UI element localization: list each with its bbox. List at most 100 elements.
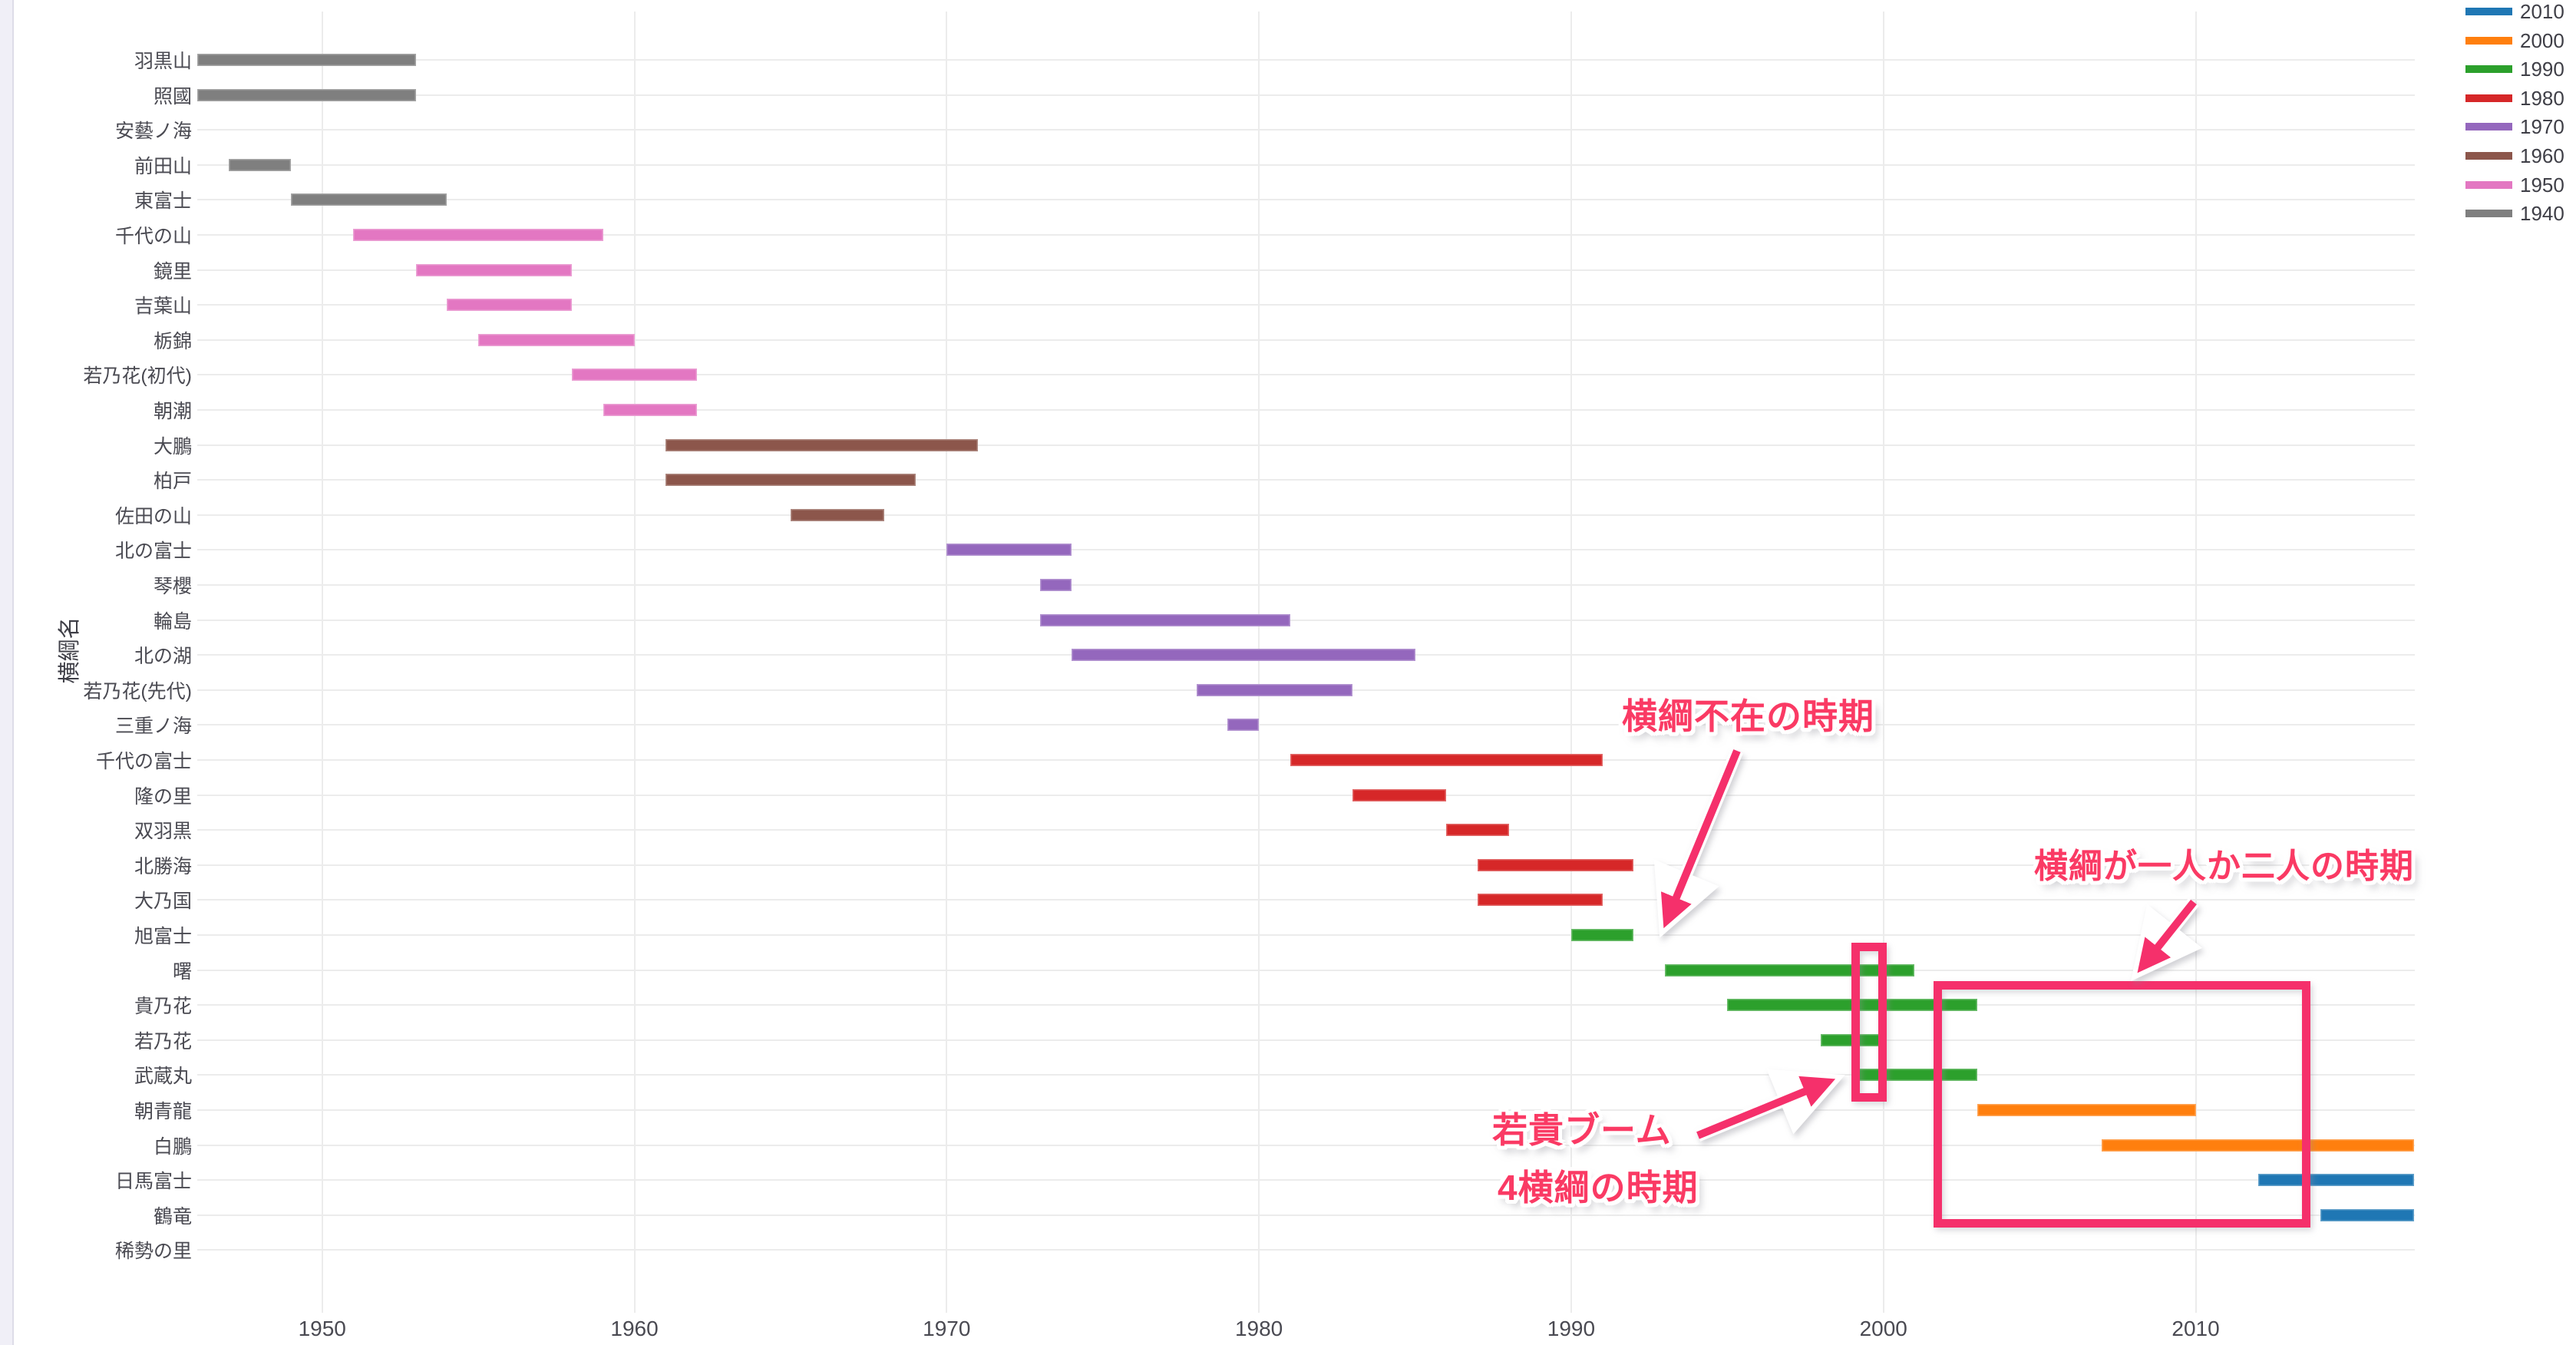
gridline-horizontal [197, 164, 2415, 166]
gridline-horizontal [197, 94, 2415, 96]
y-tick-label: 鶴竜 [153, 1205, 192, 1228]
tenure-bar [1290, 754, 1603, 766]
gridline-horizontal [197, 1179, 2415, 1181]
y-tick-label: 北の湖 [134, 646, 192, 668]
tenure-bar [1227, 719, 1260, 732]
tenure-bar [291, 193, 447, 207]
gridline-horizontal [197, 304, 2415, 306]
y-tick-label: 栃錦 [153, 330, 192, 352]
gridline-vertical [321, 12, 323, 1313]
y-tick-label: 白鵬 [153, 1135, 192, 1158]
tenure-bar [572, 368, 697, 382]
legend-swatch [2465, 36, 2512, 45]
x-tick-label: 1970 [923, 1317, 971, 1340]
gridline-vertical [1882, 12, 1884, 1313]
tenure-bar [197, 54, 416, 66]
annotation-one-or-two-yokozuna-period: 横綱が一人か二人の時期 [2034, 848, 2414, 885]
legend-label: 1970 [2520, 115, 2564, 139]
gridline-horizontal [197, 339, 2415, 341]
y-tick-label: 鏡里 [153, 260, 192, 283]
y-tick-label: 武蔵丸 [134, 1066, 192, 1088]
y-axis-title: 横綱名 [58, 616, 82, 684]
tenure-bar [353, 229, 603, 241]
gridline-horizontal [197, 899, 2415, 901]
legend-swatch [2465, 8, 2512, 15]
annotation-no-yokozuna-period: 横綱不在の時期 [1622, 696, 1874, 736]
legend-swatch [2465, 210, 2512, 218]
tenure-bar [1040, 579, 1072, 591]
tenure-bar [790, 508, 884, 521]
x-tick-label: 2000 [1859, 1317, 1907, 1340]
tenure-bar [478, 333, 635, 346]
legend-label: 1990 [2520, 58, 2564, 81]
gridline-horizontal [197, 1249, 2415, 1251]
gridline-horizontal [197, 794, 2415, 796]
x-tick-label: 2010 [2171, 1317, 2220, 1340]
y-tick-label: 朝潮 [153, 401, 192, 422]
y-tick-label: 北の富士 [114, 540, 192, 563]
tenure-bar [228, 158, 292, 171]
tenure-bar [665, 438, 978, 451]
y-tick-label: 若乃花 [134, 1030, 192, 1053]
rect-four-yokozuna-period [1851, 943, 1887, 1102]
y-tick-label: 千代の山 [114, 226, 192, 247]
legend-swatch [2465, 180, 2512, 189]
gridline-horizontal [197, 934, 2415, 936]
legend-label: 1980 [2520, 86, 2564, 110]
tenure-bar [603, 404, 697, 416]
legend-swatch [2465, 123, 2512, 131]
y-tick-label: 朝青龍 [134, 1101, 192, 1122]
tenure-bar [2102, 1138, 2414, 1152]
gridline-horizontal [197, 269, 2415, 271]
gridline-horizontal [197, 199, 2415, 201]
tenure-bar [2257, 1174, 2414, 1187]
y-tick-label: 若乃花(先代) [83, 680, 192, 702]
gridline-horizontal [197, 619, 2415, 621]
y-tick-label: 旭富士 [134, 926, 192, 947]
y-tick-label: 照國 [153, 85, 192, 107]
gridline-vertical [633, 12, 636, 1313]
tenure-bar [447, 299, 573, 312]
y-tick-label: 隆の里 [134, 785, 192, 808]
tenure-bar [1196, 683, 1353, 696]
legend-swatch [2465, 152, 2512, 160]
tenure-bar [1477, 894, 1603, 907]
legend-label: 1960 [2520, 144, 2564, 167]
y-tick-label: 琴櫻 [153, 576, 192, 597]
y-tick-label: 千代の富士 [95, 751, 192, 772]
x-tick-label: 1960 [610, 1317, 659, 1340]
y-tick-label: 曙 [172, 960, 192, 983]
y-tick-label: 前田山 [134, 155, 192, 177]
arrow-no-yokozuna [1660, 749, 1741, 929]
legend-label: 1950 [2520, 173, 2564, 197]
tenure-bar [1477, 858, 1634, 871]
gridline-horizontal [197, 829, 2415, 831]
gridline-vertical [1570, 12, 1572, 1313]
gridline-horizontal [197, 444, 2415, 446]
tenure-bar [1352, 788, 1447, 801]
tenure-bar [1977, 1104, 2196, 1116]
tenure-bar [1040, 613, 1290, 626]
gridline-horizontal [197, 1004, 2415, 1006]
y-tick-label: 柏戸 [153, 471, 192, 493]
y-tick-label: 北勝海 [134, 855, 192, 877]
y-tick-label: 若乃花(初代) [83, 365, 192, 388]
gridline-vertical [2195, 12, 2197, 1313]
gridline-vertical [946, 12, 948, 1313]
tenure-bar [665, 474, 916, 487]
legend-label: 2000 [2520, 28, 2564, 52]
tenure-bar [197, 88, 416, 101]
gridline-horizontal [197, 59, 2415, 61]
y-tick-label: 吉葉山 [134, 296, 192, 318]
tenure-bar [2320, 1208, 2414, 1221]
gridline-horizontal [197, 409, 2415, 411]
y-tick-label: 佐田の山 [114, 505, 192, 527]
annotation-four-yokozuna-period: 4横綱の時期 [1498, 1168, 1699, 1208]
x-tick-label: 1950 [298, 1317, 346, 1340]
y-tick-label: 羽黒山 [134, 51, 192, 72]
y-tick-label: 双羽黒 [134, 821, 192, 843]
gridline-horizontal [197, 1214, 2415, 1216]
gridline-horizontal [197, 479, 2415, 481]
gridline-horizontal [197, 1039, 2415, 1041]
